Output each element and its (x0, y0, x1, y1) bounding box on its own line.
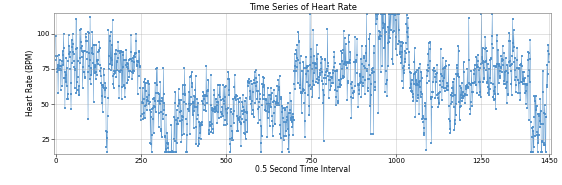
X-axis label: 0.5 Second Time Interval: 0.5 Second Time Interval (255, 165, 350, 174)
Y-axis label: Heart Rate (BPM): Heart Rate (BPM) (26, 50, 35, 116)
Title: Time Series of Heart Rate: Time Series of Heart Rate (248, 4, 356, 12)
